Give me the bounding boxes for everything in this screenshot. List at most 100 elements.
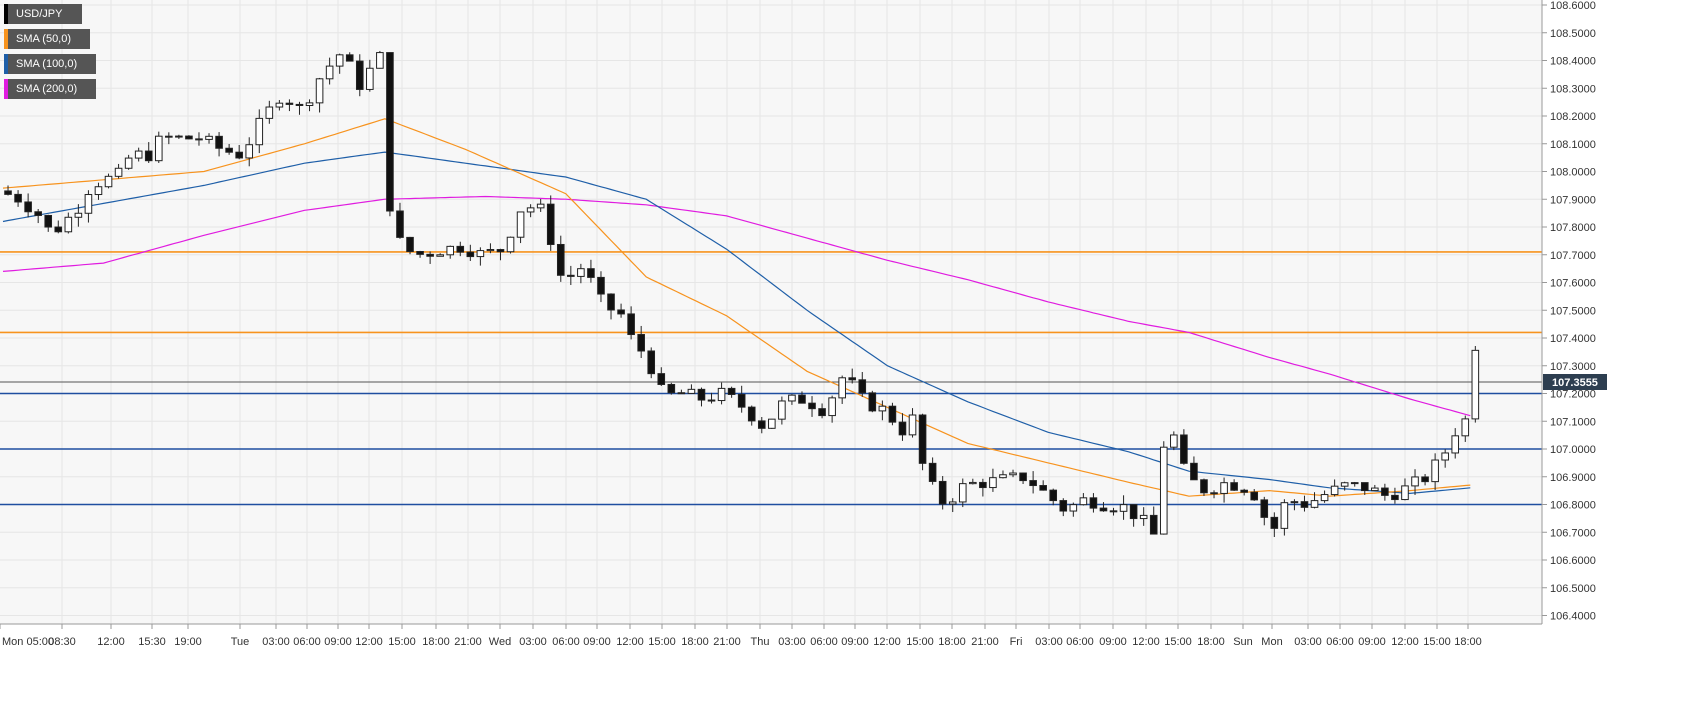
- x-tick-label: Mon: [1261, 636, 1282, 648]
- candle: [74, 204, 83, 227]
- legend-swatch: [4, 29, 8, 49]
- legend-item-sma-100[interactable]: SMA (100,0): [4, 54, 96, 74]
- candle: [1180, 429, 1188, 465]
- y-tick-label: 107.9000: [1550, 194, 1596, 206]
- candle: [1139, 507, 1148, 526]
- candle: [396, 202, 404, 239]
- candle: [627, 306, 635, 340]
- x-tick-label: 09:00: [1099, 636, 1127, 648]
- x-tick-label: Tue: [231, 636, 250, 648]
- candle: [798, 391, 806, 404]
- candle: [175, 134, 183, 139]
- legend-label: SMA (200,0): [16, 83, 78, 95]
- candle: [285, 99, 294, 112]
- x-tick-label: 19:00: [174, 636, 202, 648]
- candle: [1411, 469, 1419, 495]
- candle: [235, 144, 243, 160]
- candle: [1029, 471, 1037, 494]
- y-tick-label: 108.5000: [1550, 28, 1596, 40]
- candle: [747, 405, 756, 426]
- candle: [637, 325, 645, 358]
- legend-item-sma-200[interactable]: SMA (200,0): [4, 79, 96, 99]
- candle: [1441, 449, 1449, 468]
- candle: [305, 99, 314, 112]
- candle: [84, 190, 93, 223]
- legend: USD/JPY SMA (50,0) SMA (100,0) SMA (200,…: [4, 4, 96, 104]
- sma-100-line: [2, 151, 1471, 495]
- x-tick-label: 21:00: [454, 636, 482, 648]
- x-tick-label: 21:00: [713, 636, 741, 648]
- candle: [908, 408, 917, 438]
- candle: [938, 476, 947, 510]
- candle: [486, 243, 495, 254]
- candle: [617, 303, 625, 318]
- candle: [546, 195, 555, 251]
- x-tick-label: 03:00: [1035, 636, 1063, 648]
- candle: [848, 368, 857, 384]
- candle: [597, 271, 605, 303]
- x-tick-label: 18:00: [1197, 636, 1225, 648]
- candle: [556, 235, 565, 282]
- candle: [707, 392, 716, 404]
- candle: [325, 57, 334, 85]
- candle: [687, 384, 696, 394]
- y-tick-label: 106.7000: [1550, 527, 1596, 539]
- candle: [868, 390, 877, 413]
- y-tick-label: 106.5000: [1550, 583, 1596, 595]
- x-tick-label: 09:00: [324, 636, 352, 648]
- candle: [295, 101, 304, 115]
- x-tick-label: 12:00: [873, 636, 901, 648]
- candle: [476, 247, 485, 266]
- legend-label: SMA (100,0): [16, 58, 78, 70]
- candle: [54, 220, 63, 234]
- candle: [134, 147, 143, 162]
- candle: [1461, 415, 1470, 442]
- candle: [1049, 488, 1058, 506]
- legend-label: USD/JPY: [16, 8, 63, 20]
- y-tick-label: 108.4000: [1550, 56, 1596, 68]
- legend-item-usdjpy[interactable]: USD/JPY: [4, 4, 82, 24]
- candle: [1129, 504, 1138, 527]
- candle: [44, 214, 53, 232]
- candle: [1391, 487, 1399, 504]
- y-tick-label: 108.0000: [1550, 167, 1596, 179]
- candle: [185, 135, 193, 140]
- x-tick-label: 06:00: [1066, 636, 1094, 648]
- candle: [1119, 495, 1128, 520]
- candle: [144, 142, 153, 164]
- candle: [737, 385, 746, 413]
- candles: [4, 50, 1480, 538]
- x-tick-label: 06:00: [810, 636, 838, 648]
- y-tick-label: 107.3000: [1550, 361, 1596, 373]
- y-tick-label: 106.4000: [1550, 611, 1596, 623]
- candle: [768, 418, 776, 429]
- candle: [1059, 498, 1068, 517]
- candle: [1159, 441, 1168, 535]
- candle: [1079, 493, 1088, 506]
- candle: [999, 470, 1007, 479]
- x-tick-label: 12:00: [97, 636, 125, 648]
- candle: [526, 204, 535, 218]
- legend-item-sma-50[interactable]: SMA (50,0): [4, 29, 90, 49]
- candle: [1360, 482, 1369, 495]
- y-tick-label: 107.4000: [1550, 333, 1596, 345]
- candle: [1149, 506, 1158, 535]
- candle: [265, 100, 274, 124]
- candle: [1099, 502, 1108, 512]
- x-tick-label: 15:00: [1164, 636, 1192, 648]
- x-tick-label: 18:00: [938, 636, 966, 648]
- candle: [1069, 502, 1078, 517]
- y-tick-label: 108.2000: [1550, 111, 1596, 123]
- candle: [587, 259, 595, 283]
- candle: [878, 400, 887, 421]
- x-tick-label: 06:00: [552, 636, 580, 648]
- candle: [778, 396, 786, 425]
- candle: [808, 396, 816, 417]
- candle: [335, 53, 344, 74]
- y-tick-label: 107.1000: [1550, 416, 1596, 428]
- y-tick-label: 107.5000: [1550, 305, 1596, 317]
- candle: [496, 248, 505, 261]
- x-tick-label: 08:30: [48, 636, 76, 648]
- candle: [828, 395, 836, 423]
- candle: [958, 478, 967, 508]
